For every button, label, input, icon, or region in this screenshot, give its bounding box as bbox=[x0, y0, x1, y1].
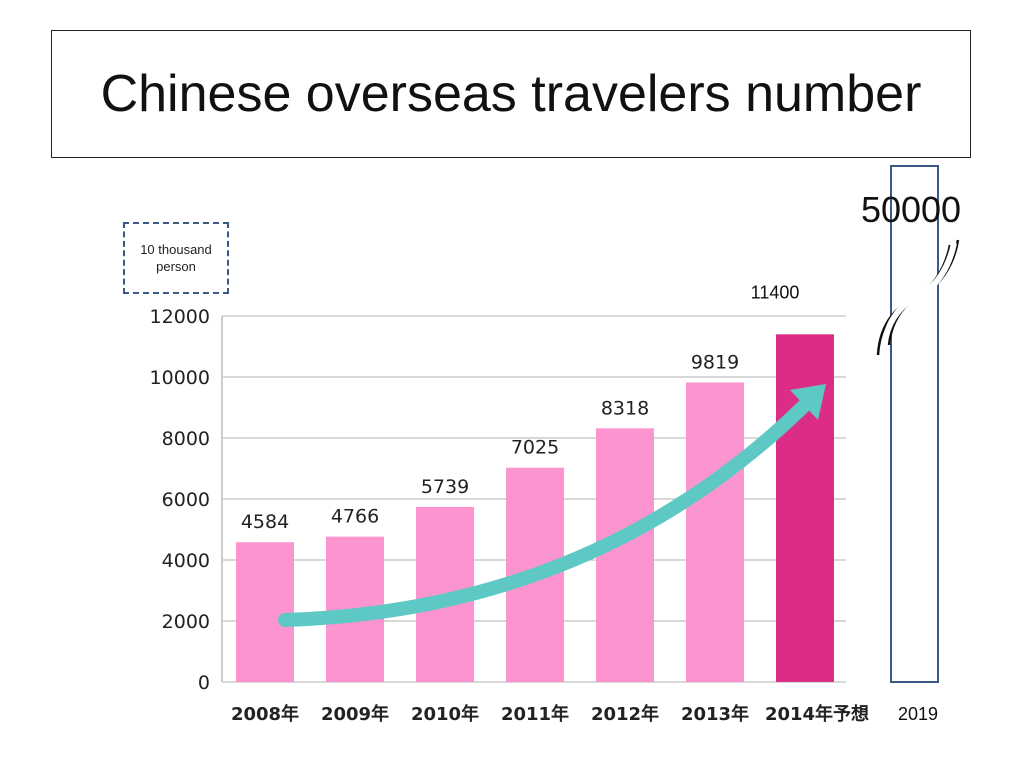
unit-label: 10 thousand person bbox=[140, 242, 212, 274]
forecast-category-label: 2019 bbox=[898, 704, 938, 724]
y-tick-label: 2000 bbox=[162, 611, 210, 633]
page-title: Chinese overseas travelers number bbox=[100, 65, 922, 123]
bar-value-label: 7025 bbox=[511, 437, 559, 459]
bar-value-label: 4584 bbox=[241, 511, 289, 533]
y-tick-label: 6000 bbox=[162, 489, 210, 511]
bar-value-label: 9819 bbox=[691, 352, 739, 374]
bar-value-label: 4766 bbox=[331, 506, 379, 528]
x-tick-label: 2014年予想 bbox=[765, 703, 869, 725]
trend-arrow-head bbox=[790, 384, 826, 420]
x-tick-label: 2010年 bbox=[411, 703, 479, 725]
title-box: Chinese overseas travelers number bbox=[51, 30, 971, 158]
trend-arrow bbox=[278, 391, 819, 627]
y-tick-label: 0 bbox=[198, 672, 210, 694]
x-tick-label: 2011年 bbox=[501, 703, 569, 725]
x-tick-label: 2008年 bbox=[231, 703, 299, 725]
bar-value-label: 11400 bbox=[751, 282, 800, 302]
bar-value-label: 8318 bbox=[601, 397, 649, 419]
unit-label-box: 10 thousand person bbox=[123, 222, 229, 294]
y-tick-label: 8000 bbox=[162, 428, 210, 450]
bar bbox=[236, 542, 294, 682]
x-tick-label: 2012年 bbox=[591, 703, 659, 725]
bar bbox=[596, 428, 654, 682]
y-tick-label: 4000 bbox=[162, 550, 210, 572]
bar-value-label: 5739 bbox=[421, 476, 469, 498]
y-tick-label: 12000 bbox=[150, 306, 210, 328]
forecast-bar bbox=[890, 165, 939, 683]
axis-break-gap bbox=[881, 242, 957, 351]
x-tick-label: 2009年 bbox=[321, 703, 389, 725]
x-tick-label: 2013年 bbox=[681, 703, 749, 725]
bar bbox=[686, 382, 744, 682]
y-tick-label: 10000 bbox=[150, 367, 210, 389]
forecast-value-label: 50000 bbox=[861, 189, 961, 230]
